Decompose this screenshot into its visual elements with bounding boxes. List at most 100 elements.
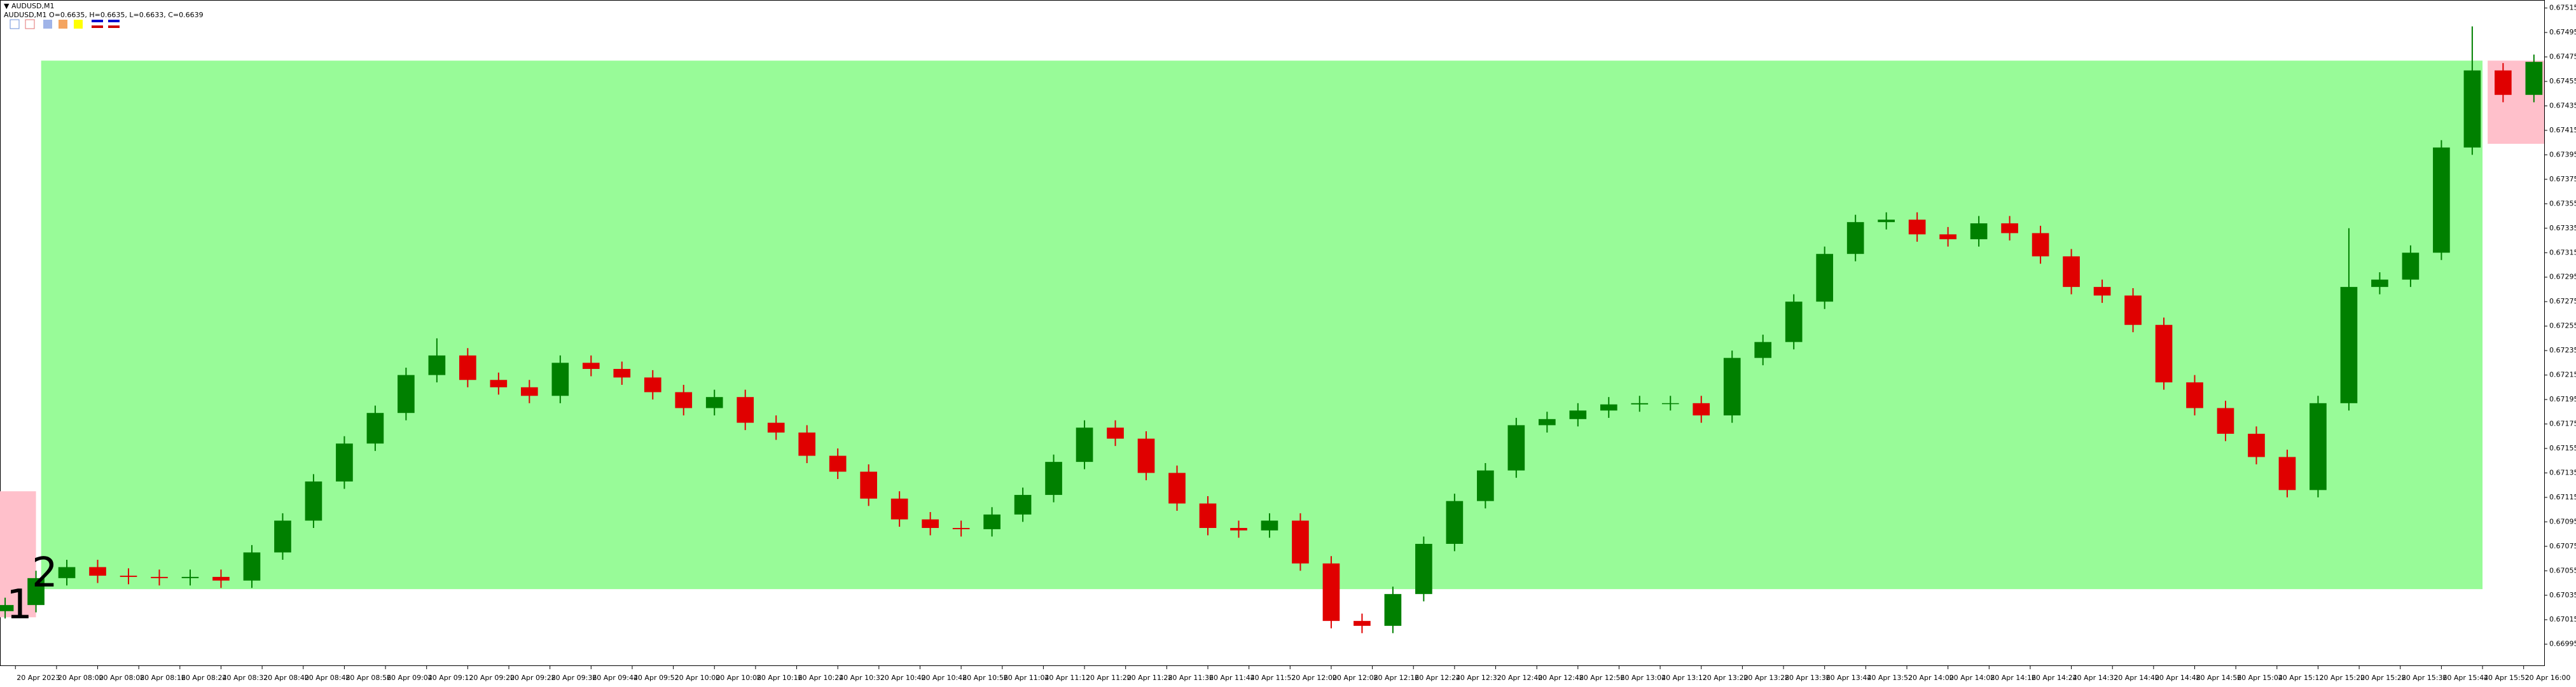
candle-body bbox=[1878, 219, 1895, 223]
y-tick-label: 0.67175 bbox=[2549, 420, 2576, 428]
x-tick-label: 20 Apr 09:36 bbox=[551, 674, 597, 682]
x-tick-label: 20 Apr 10:08 bbox=[716, 674, 761, 682]
y-tick-label: 0.67055 bbox=[2549, 566, 2576, 574]
x-tick-label: 20 Apr 08:16 bbox=[140, 674, 186, 682]
y-tick-label: 0.67195 bbox=[2549, 395, 2576, 403]
candle-body bbox=[1292, 520, 1309, 564]
y-tick-label: 0.67075 bbox=[2549, 542, 2576, 550]
y-tick-label: 0.67495 bbox=[2549, 28, 2576, 36]
candle-body bbox=[274, 520, 291, 553]
y-tick-label: 0.67155 bbox=[2549, 444, 2576, 452]
candle-body bbox=[1446, 501, 1464, 544]
candle-body bbox=[2063, 256, 2080, 288]
candle-body bbox=[2124, 295, 2142, 325]
x-tick-label: 20 Apr 16:00 bbox=[2525, 674, 2571, 682]
y-tick-label: 0.67455 bbox=[2549, 77, 2576, 85]
candle-body bbox=[2093, 287, 2111, 296]
x-tick-label: 20 Apr 14:24 bbox=[2032, 674, 2077, 682]
y-tick-label: 0.67335 bbox=[2549, 224, 2576, 232]
plot-frame bbox=[0, 0, 2545, 666]
y-tick-label: 0.67275 bbox=[2549, 297, 2576, 305]
candle-body bbox=[2402, 253, 2420, 280]
tool-icon[interactable] bbox=[43, 20, 52, 29]
candle-body bbox=[582, 363, 600, 369]
candle-body bbox=[2495, 70, 2512, 95]
x-tick-label: 20 Apr 13:12 bbox=[1661, 674, 1707, 682]
candle-body bbox=[983, 514, 1001, 529]
candle-body bbox=[27, 578, 45, 606]
zone bbox=[41, 60, 2483, 590]
candle-body bbox=[490, 380, 508, 387]
x-tick-label: 20 Apr 09:44 bbox=[592, 674, 638, 682]
candle-body bbox=[336, 443, 353, 482]
x-tick-label: 20 Apr 13:44 bbox=[1826, 674, 1872, 682]
candle-body bbox=[1076, 427, 1093, 462]
tool-icon[interactable] bbox=[92, 20, 103, 22]
x-tick-label: 20 Apr 10:16 bbox=[757, 674, 803, 682]
candle-body bbox=[551, 363, 569, 396]
y-tick-label: 0.67255 bbox=[2549, 322, 2576, 330]
x-tick-label: 20 Apr 13:04 bbox=[1620, 674, 1666, 682]
y-tick-label: 0.67395 bbox=[2549, 150, 2576, 158]
candle-body bbox=[1569, 410, 1587, 419]
x-tick-label: 20 Apr 13:20 bbox=[1703, 674, 1748, 682]
tool-icon[interactable] bbox=[59, 20, 67, 29]
candle-body bbox=[1168, 473, 1186, 504]
candle-body bbox=[1816, 254, 1834, 302]
x-tick-label: 20 Apr 15:04 bbox=[2237, 674, 2283, 682]
tool-icon[interactable] bbox=[25, 19, 35, 29]
x-tick-label: 20 Apr 11:20 bbox=[1086, 674, 1132, 682]
candle-body bbox=[2525, 62, 2543, 95]
x-tick-label: 20 Apr 14:40 bbox=[2114, 674, 2159, 682]
x-tick-label: 20 Apr 10:32 bbox=[839, 674, 885, 682]
annotation: 2 bbox=[32, 550, 58, 597]
candle-body bbox=[2463, 70, 2481, 148]
x-tick-label: 20 Apr 14:56 bbox=[2196, 674, 2242, 682]
candle-body bbox=[1014, 495, 1032, 515]
tool-icon[interactable] bbox=[108, 25, 120, 28]
tool-icon[interactable] bbox=[92, 25, 103, 28]
tool-icon[interactable] bbox=[10, 19, 20, 29]
x-tick-label: 20 Apr 10:24 bbox=[798, 674, 844, 682]
x-tick-label: 20 Apr 09:12 bbox=[428, 674, 474, 682]
candle-body bbox=[1693, 403, 1710, 416]
y-tick-label: 0.67475 bbox=[2549, 53, 2576, 61]
x-tick-label: 20 Apr 15:28 bbox=[2360, 674, 2406, 682]
annotation: 1 bbox=[6, 581, 32, 628]
candle-body bbox=[798, 432, 816, 456]
x-tick-label: 20 Apr 10:56 bbox=[962, 674, 1008, 682]
x-tick-label: 20 Apr 14:08 bbox=[1949, 674, 1995, 682]
candle-body bbox=[644, 377, 661, 392]
zones bbox=[0, 60, 2544, 618]
candle-body bbox=[1661, 403, 1679, 405]
candle-body bbox=[1507, 425, 1525, 471]
tool-icon[interactable] bbox=[108, 20, 120, 22]
x-tick-label: 20 Apr 12:40 bbox=[1497, 674, 1543, 682]
x-tick-label: 20 Apr 08:24 bbox=[181, 674, 227, 682]
candle-body bbox=[2309, 403, 2327, 490]
candle-body bbox=[243, 552, 261, 581]
candle-body bbox=[613, 368, 631, 378]
candle-body bbox=[398, 375, 415, 413]
y-tick-label: 0.67315 bbox=[2549, 248, 2576, 256]
x-tick-label: 20 Apr 15:36 bbox=[2402, 674, 2448, 682]
y-tick-label: 0.67115 bbox=[2549, 493, 2576, 501]
candle-body bbox=[737, 397, 754, 423]
candle-body bbox=[1322, 563, 1340, 621]
candle-body bbox=[1199, 503, 1217, 528]
candle-body bbox=[1415, 543, 1432, 594]
candle-body bbox=[860, 471, 877, 499]
x-tick-label: 20 Apr 15:12 bbox=[2278, 674, 2324, 682]
x-tick-label: 20 Apr 11:36 bbox=[1168, 674, 1214, 682]
candle-body bbox=[520, 387, 538, 396]
y-tick-label: 0.67435 bbox=[2549, 101, 2576, 109]
x-tick-label: 20 Apr 14:16 bbox=[1990, 674, 2036, 682]
candle-body bbox=[1908, 219, 1926, 235]
candle-body bbox=[890, 498, 908, 520]
candle-body bbox=[1045, 462, 1062, 496]
tool-icon[interactable] bbox=[74, 20, 83, 29]
x-tick-label: 20 Apr 15:52 bbox=[2484, 674, 2530, 682]
candle-body bbox=[767, 422, 785, 433]
x-tick-label: 20 Apr 13:52 bbox=[1867, 674, 1913, 682]
